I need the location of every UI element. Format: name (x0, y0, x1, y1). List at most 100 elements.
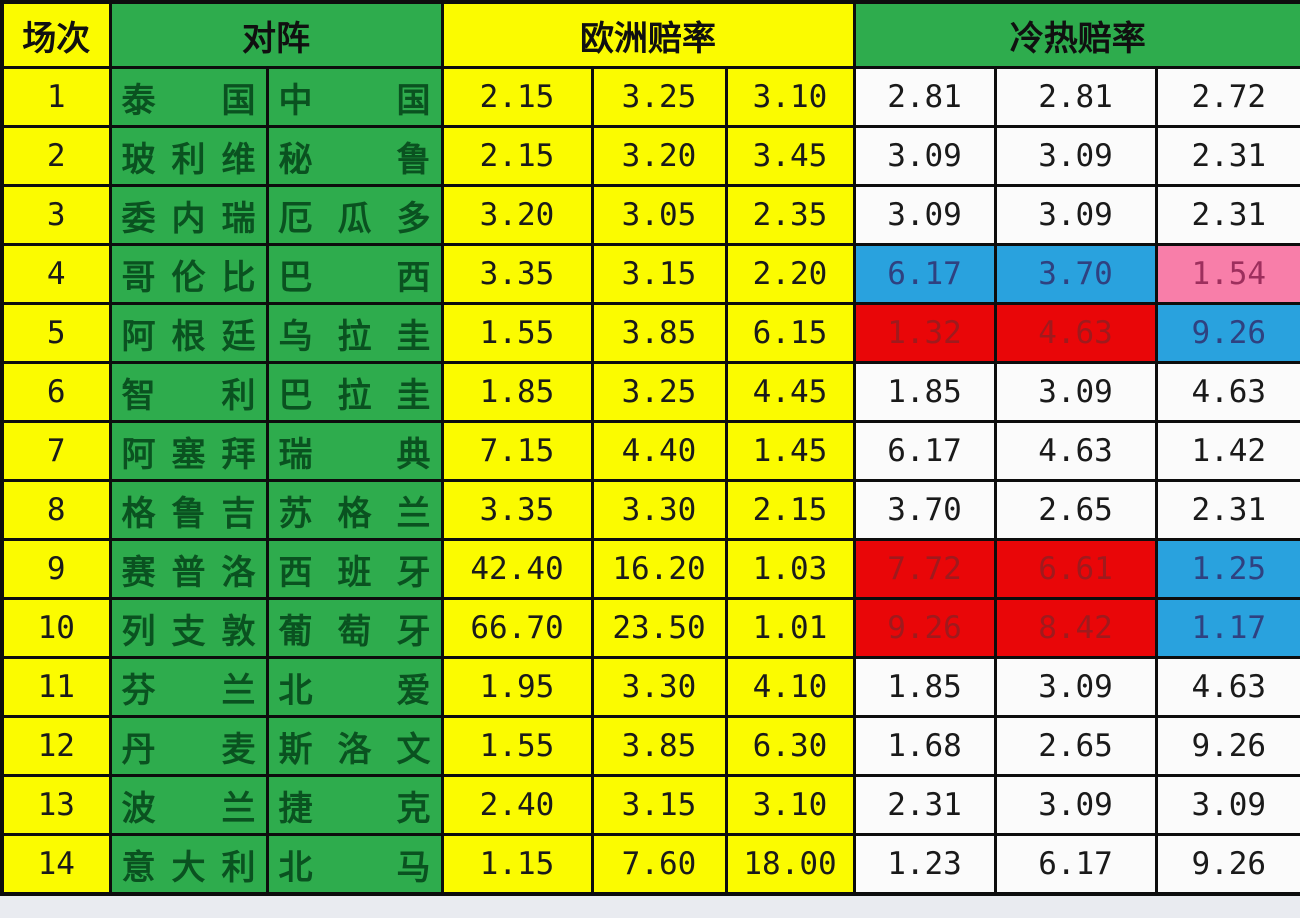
match-number-cell: 5 (0, 302, 112, 364)
euro-odds-cell: 3.35 (440, 243, 594, 305)
table-row: 13 波兰捷克 2.40 3.15 3.10 2.31 3.09 3.09 (0, 774, 1300, 836)
euro-odds-cell: 2.15 (440, 66, 594, 128)
euro-odds-cell: 1.95 (440, 656, 594, 718)
away-team-cell: 北爱 (265, 656, 444, 718)
home-team-cell: 阿根廷 (108, 302, 269, 364)
coldhot-odds-cell: 3.70 (993, 243, 1158, 305)
euro-odds-cell: 66.70 (440, 597, 594, 659)
euro-odds-cell: 23.50 (590, 597, 728, 659)
away-team-cell: 斯洛文 (265, 715, 444, 777)
table-row: 4 哥伦比巴西 3.35 3.15 2.20 6.17 3.70 1.54 (0, 243, 1300, 305)
odds-table: 场次 对阵 欧洲赔率 冷热赔率 1 泰国中国 2.15 3.25 3.10 2.81 2.8… (0, 0, 1300, 896)
coldhot-odds-cell: 2.31 (852, 774, 997, 836)
coldhot-odds-cell: 3.09 (993, 656, 1158, 718)
euro-odds-cell: 1.01 (724, 597, 856, 659)
away-team-cell: 北马 (265, 833, 444, 896)
euro-odds-cell: 1.55 (440, 302, 594, 364)
euro-odds-cell: 2.15 (440, 125, 594, 187)
coldhot-odds-cell: 2.81 (852, 66, 997, 128)
away-team-cell: 厄瓜多 (265, 184, 444, 246)
euro-odds-cell: 3.20 (590, 125, 728, 187)
header-matchup: 对阵 (108, 0, 444, 69)
euro-odds-cell: 3.15 (590, 774, 728, 836)
table-row: 11 芬兰北爱 1.95 3.30 4.10 1.85 3.09 4.63 (0, 656, 1300, 718)
match-number-cell: 1 (0, 66, 112, 128)
coldhot-odds-cell: 4.63 (993, 302, 1158, 364)
euro-odds-cell: 3.10 (724, 66, 856, 128)
euro-odds-cell: 42.40 (440, 538, 594, 600)
header-euro-odds: 欧洲赔率 (440, 0, 856, 69)
away-team-cell: 乌拉圭 (265, 302, 444, 364)
page-margin (0, 896, 1300, 918)
euro-odds-cell: 1.03 (724, 538, 856, 600)
coldhot-odds-cell: 9.26 (852, 597, 997, 659)
match-number-cell: 3 (0, 184, 112, 246)
match-number-cell: 4 (0, 243, 112, 305)
coldhot-odds-cell: 1.32 (852, 302, 997, 364)
euro-odds-cell: 3.25 (590, 361, 728, 423)
table-row: 6 智利巴拉圭 1.85 3.25 4.45 1.85 3.09 4.63 (0, 361, 1300, 423)
home-team-cell: 列支敦 (108, 597, 269, 659)
coldhot-odds-cell: 2.65 (993, 479, 1158, 541)
away-team-cell: 西班牙 (265, 538, 444, 600)
coldhot-odds-cell: 8.42 (993, 597, 1158, 659)
euro-odds-cell: 3.85 (590, 302, 728, 364)
table-row: 14 意大利北马 1.15 7.60 18.00 1.23 6.17 9.26 (0, 833, 1300, 896)
away-team-cell: 瑞典 (265, 420, 444, 482)
match-number-cell: 10 (0, 597, 112, 659)
euro-odds-cell: 1.55 (440, 715, 594, 777)
coldhot-odds-cell: 6.17 (852, 420, 997, 482)
euro-odds-cell: 18.00 (724, 833, 856, 896)
euro-odds-cell: 2.20 (724, 243, 856, 305)
euro-odds-cell: 3.15 (590, 243, 728, 305)
home-team-cell: 委内瑞 (108, 184, 269, 246)
home-team-cell: 格鲁吉 (108, 479, 269, 541)
euro-odds-cell: 3.25 (590, 66, 728, 128)
coldhot-odds-cell: 6.17 (993, 833, 1158, 896)
coldhot-odds-cell: 4.63 (993, 420, 1158, 482)
away-team-cell: 捷克 (265, 774, 444, 836)
away-team-cell: 中国 (265, 66, 444, 128)
coldhot-odds-cell: 1.23 (852, 833, 997, 896)
euro-odds-cell: 4.45 (724, 361, 856, 423)
coldhot-odds-cell: 4.63 (1154, 361, 1300, 423)
euro-odds-cell: 3.20 (440, 184, 594, 246)
header-row: 场次 对阵 欧洲赔率 冷热赔率 (0, 0, 1300, 69)
table-row: 9 赛普洛西班牙 42.40 16.20 1.03 7.72 6.61 1.25 (0, 538, 1300, 600)
match-number-cell: 13 (0, 774, 112, 836)
table-row: 5 阿根廷乌拉圭 1.55 3.85 6.15 1.32 4.63 9.26 (0, 302, 1300, 364)
coldhot-odds-cell: 2.31 (1154, 479, 1300, 541)
euro-odds-cell: 3.85 (590, 715, 728, 777)
coldhot-odds-cell: 1.85 (852, 656, 997, 718)
euro-odds-cell: 3.30 (590, 479, 728, 541)
coldhot-odds-cell: 2.72 (1154, 66, 1300, 128)
coldhot-odds-cell: 2.65 (993, 715, 1158, 777)
coldhot-odds-cell: 1.85 (852, 361, 997, 423)
home-team-cell: 阿塞拜 (108, 420, 269, 482)
table-row: 7 阿塞拜瑞典 7.15 4.40 1.45 6.17 4.63 1.42 (0, 420, 1300, 482)
away-team-cell: 葡萄牙 (265, 597, 444, 659)
coldhot-odds-cell: 3.70 (852, 479, 997, 541)
coldhot-odds-cell: 7.72 (852, 538, 997, 600)
home-team-cell: 意大利 (108, 833, 269, 896)
coldhot-odds-cell: 6.17 (852, 243, 997, 305)
euro-odds-cell: 3.45 (724, 125, 856, 187)
match-number-cell: 8 (0, 479, 112, 541)
euro-odds-cell: 2.40 (440, 774, 594, 836)
coldhot-odds-cell: 1.68 (852, 715, 997, 777)
euro-odds-cell: 3.05 (590, 184, 728, 246)
euro-odds-cell: 6.15 (724, 302, 856, 364)
euro-odds-cell: 7.60 (590, 833, 728, 896)
euro-odds-cell: 2.35 (724, 184, 856, 246)
coldhot-odds-cell: 9.26 (1154, 833, 1300, 896)
match-number-cell: 11 (0, 656, 112, 718)
match-number-cell: 7 (0, 420, 112, 482)
coldhot-odds-cell: 6.61 (993, 538, 1158, 600)
home-team-cell: 丹麦 (108, 715, 269, 777)
header-match-number: 场次 (0, 0, 112, 69)
coldhot-odds-cell: 2.31 (1154, 125, 1300, 187)
table-row: 10 列支敦葡萄牙 66.70 23.50 1.01 9.26 8.42 1.17 (0, 597, 1300, 659)
away-team-cell: 巴西 (265, 243, 444, 305)
coldhot-odds-cell: 1.42 (1154, 420, 1300, 482)
